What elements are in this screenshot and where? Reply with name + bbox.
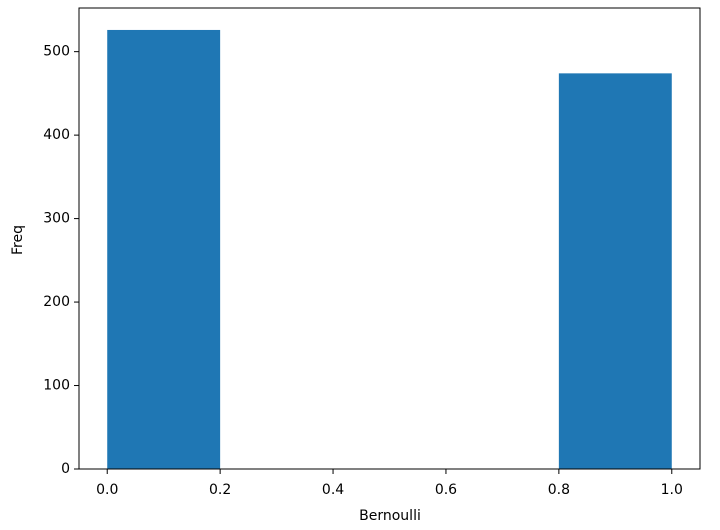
y-tick-label: 300 bbox=[43, 211, 70, 227]
y-tick-label: 100 bbox=[43, 378, 70, 394]
y-tick-label: 200 bbox=[43, 294, 70, 310]
bar bbox=[558, 73, 672, 470]
y-tick-label: 400 bbox=[43, 127, 70, 143]
y-tick-label: 0 bbox=[61, 461, 70, 477]
x-axis-label: Bernoulli bbox=[359, 508, 421, 524]
y-axis-label: Freq bbox=[10, 225, 26, 255]
bar bbox=[107, 29, 221, 469]
x-tick-label: 0.8 bbox=[548, 482, 570, 498]
x-tick-label: 0.6 bbox=[435, 482, 457, 498]
x-tick-label: 0.0 bbox=[96, 482, 118, 498]
x-tick-label: 1.0 bbox=[661, 482, 683, 498]
x-tick-label: 0.2 bbox=[209, 482, 231, 498]
x-tick-label: 0.4 bbox=[322, 482, 344, 498]
y-tick-label: 500 bbox=[43, 44, 70, 60]
plot-frame bbox=[78, 7, 701, 470]
